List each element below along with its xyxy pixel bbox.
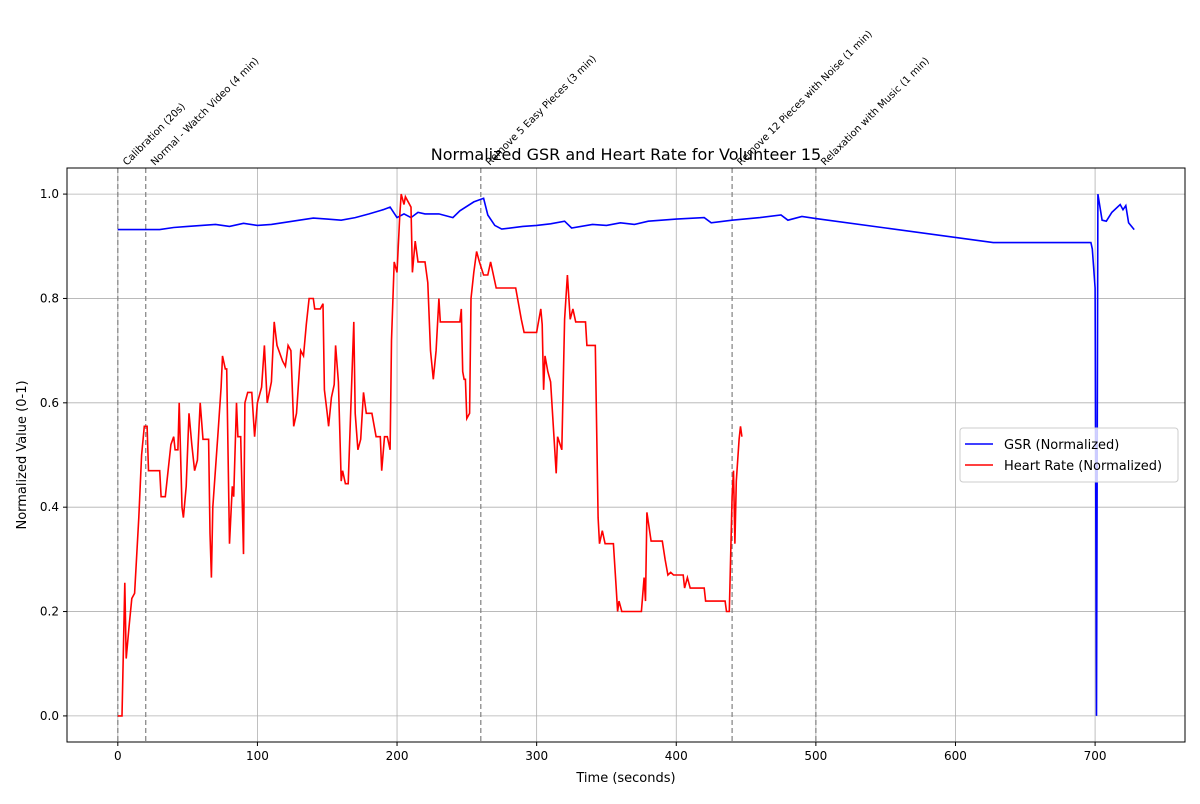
x-tick-label: 700 bbox=[1084, 749, 1107, 763]
y-axis-label: Normalized Value (0-1) bbox=[15, 380, 30, 529]
series-line bbox=[117, 193, 1135, 716]
y-tick-label: 0.0 bbox=[40, 709, 59, 723]
y-tick-label: 0.8 bbox=[40, 291, 59, 305]
series-line bbox=[117, 193, 743, 717]
legend-label: Heart Rate (Normalized) bbox=[1004, 459, 1162, 474]
x-tick-label: 0 bbox=[114, 749, 122, 763]
x-tick-label: 400 bbox=[665, 749, 688, 763]
chart-title: Normalized GSR and Heart Rate for Volunt… bbox=[431, 145, 821, 164]
x-tick-label: 200 bbox=[386, 749, 409, 763]
legend-label: GSR (Normalized) bbox=[1004, 438, 1119, 453]
plot-frame bbox=[66, 167, 1186, 743]
y-tick-label: 0.4 bbox=[40, 500, 59, 514]
x-tick-label: 600 bbox=[944, 749, 967, 763]
legend: GSR (Normalized) Heart Rate (Normalized) bbox=[959, 427, 1179, 483]
x-tick-label: 100 bbox=[246, 749, 269, 763]
legend-box bbox=[959, 427, 1179, 483]
x-tick-label: 300 bbox=[525, 749, 548, 763]
y-tick-label: 0.6 bbox=[40, 396, 59, 410]
phase-label: Normal - Watch Video (4 min) bbox=[149, 56, 261, 168]
y-tick-label: 0.2 bbox=[40, 605, 59, 619]
x-axis-label: Time (seconds) bbox=[575, 771, 675, 786]
y-tick-label: 1.0 bbox=[40, 187, 59, 201]
x-tick-label: 500 bbox=[804, 749, 827, 763]
